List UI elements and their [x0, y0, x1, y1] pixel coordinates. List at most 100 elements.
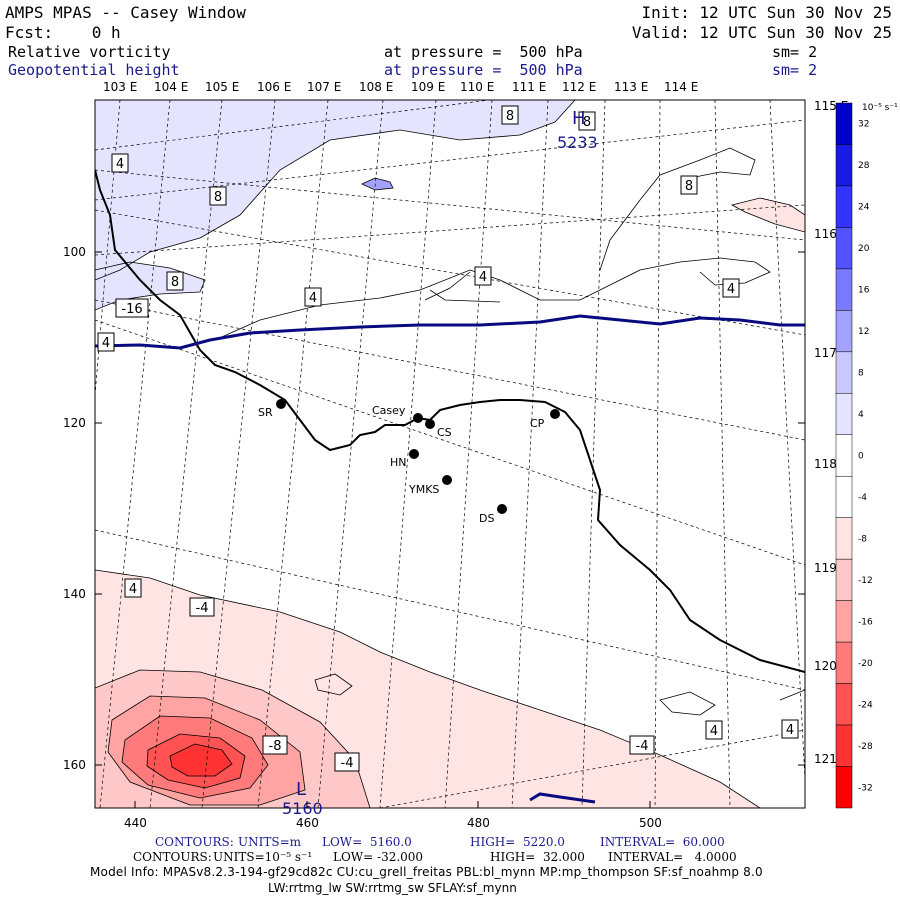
contour-label-box — [722, 278, 740, 298]
high-pressure-marker: H — [572, 108, 586, 129]
contour-label: 4 — [102, 336, 110, 351]
lon-label-top: 106 E — [257, 80, 291, 94]
valid-time: Valid: 12 UTC Sun 30 Nov 25 — [631, 23, 892, 42]
colorbar-tick-label: -8 — [858, 534, 867, 544]
longitude-labels-top: 103 E 104 E 105 E 106 E 107 E 108 E 109 E 110 E… — [103, 80, 698, 94]
lon-label-top: 109 E — [411, 80, 445, 94]
contour-label-box — [578, 111, 596, 131]
colorbar-tick-label: -4 — [858, 493, 867, 503]
station-marker — [442, 475, 452, 485]
colorbar-tick-label: -12 — [858, 576, 873, 586]
geopotential-height-contour — [95, 314, 805, 350]
colorbar-segment — [835, 766, 853, 809]
colorbar-segment — [835, 102, 853, 145]
contour-label: 8 — [214, 190, 222, 205]
station-label: CP — [530, 417, 545, 430]
x-axis-label: 500 — [639, 816, 662, 830]
x-axis: 440 460 480 500 — [124, 801, 662, 830]
colorbar-tick-label: 20 — [858, 244, 870, 254]
lon-label-top: 110 E — [460, 80, 494, 94]
colorbar-segment — [835, 310, 853, 353]
station-label: Casey — [372, 404, 406, 417]
lon-label-top: 112 E — [562, 80, 596, 94]
contour-label-box — [474, 266, 492, 286]
contour-label: 8 — [685, 179, 693, 194]
contour-label-box — [209, 186, 227, 206]
contour-label-box — [97, 332, 115, 352]
colorbar-tick-label: -16 — [858, 617, 873, 627]
colorbar-tick-label: -24 — [858, 700, 873, 710]
station-label: DS — [479, 512, 494, 525]
lon-label-top: 107 E — [307, 80, 341, 94]
lon-label-top: 114 E — [664, 80, 698, 94]
field2-level: at pressure = 500 hPa — [384, 61, 583, 79]
vorticity-contours-label: CONTOURS: — [133, 850, 212, 864]
colorbar-segment — [835, 558, 853, 601]
station-marker — [276, 399, 286, 409]
field1-level: at pressure = 500 hPa — [384, 43, 583, 61]
contour-label: -8 — [269, 739, 282, 754]
contour-label: 4 — [116, 157, 124, 172]
colorbar-tick-label: 12 — [858, 327, 869, 337]
field2-smoothing: sm= 2 — [772, 61, 818, 79]
contour-label-box — [262, 735, 288, 755]
contour-label: 8 — [171, 275, 179, 290]
model-info-line2: LW:rrtmg_lw SW:rrtmg_sw SFLAY:sf_mynn — [268, 881, 517, 895]
height-interval: INTERVAL= 60.000 — [600, 835, 725, 849]
lon-label-top: 108 E — [359, 80, 393, 94]
negative-vorticity-region-east — [732, 198, 805, 232]
colorbar-tick-label: 16 — [858, 286, 870, 296]
low-pressure-marker: L — [296, 779, 306, 800]
colorbar-segment — [835, 475, 853, 518]
contour-label: 4 — [479, 270, 487, 285]
contour-labels: 8 8 8 8 8 4 4 4 4 4 4 4 4 -4 -4 -4 -8 -16 — [97, 105, 799, 772]
init-time: Init: 12 UTC Sun 30 Nov 25 — [641, 3, 892, 22]
colorbar-tick-label: 8 — [858, 369, 864, 379]
colorbar-segment — [835, 185, 853, 228]
y-axis-label: 160 — [63, 758, 86, 772]
plot-title: AMPS MPAS -- Casey Window — [5, 3, 246, 22]
field2-name: Geopotential height — [8, 61, 180, 79]
contour-label-box — [115, 298, 149, 318]
station-label: HN — [390, 456, 407, 469]
station-marker — [550, 409, 560, 419]
colorbar-segment — [835, 351, 853, 394]
colorbar: 32 28 24 20 16 12 8 4 0 -4 -8 -12 -16 -20 -24 -28 -32 — [835, 102, 873, 809]
colorbar-tick-label: -28 — [858, 742, 873, 752]
colorbar-segment — [835, 434, 853, 477]
contour-label-box — [629, 735, 655, 755]
y-axis-label: 140 — [63, 587, 86, 601]
positive-vorticity-region — [95, 100, 575, 280]
contour-label: 8 — [583, 115, 591, 130]
colorbar-segment — [835, 641, 853, 684]
contour-label: -16 — [121, 302, 142, 317]
colorbar-tick-label: 0 — [858, 452, 864, 462]
contour-label-box — [501, 105, 519, 125]
height-label-5160: 5160 — [282, 799, 323, 818]
y-axis: 100 120 140 160 — [63, 245, 805, 772]
x-axis-label: 480 — [467, 816, 490, 830]
colorbar-tick-label: 24 — [858, 203, 870, 213]
height-high: HIGH= 5220.0 — [470, 835, 565, 849]
station-marker — [497, 504, 507, 514]
colorbar-segment — [835, 683, 853, 726]
colorbar-segment — [835, 724, 853, 767]
contour-label-box — [166, 271, 184, 291]
y-axis-label: 100 — [63, 245, 86, 259]
contour-label: 4 — [129, 582, 137, 597]
coastline — [95, 169, 805, 673]
contour-label: 4 — [727, 282, 735, 297]
colorbar-tick-label: 4 — [858, 410, 864, 420]
contour-label-box — [334, 752, 360, 772]
vorticity-low: LOW= -32.000 — [333, 850, 424, 864]
contour-label: 4 — [309, 291, 317, 306]
contour-label: -4 — [341, 756, 354, 771]
contour-label-box — [111, 153, 129, 173]
lon-label-top: 105 E — [205, 80, 239, 94]
contour-label-box — [680, 175, 698, 195]
contour-label: 4 — [786, 723, 794, 738]
height-low: LOW= 5160.0 — [322, 835, 412, 849]
contour-label-box — [124, 578, 142, 598]
height-units: UNITS=m — [238, 835, 302, 849]
